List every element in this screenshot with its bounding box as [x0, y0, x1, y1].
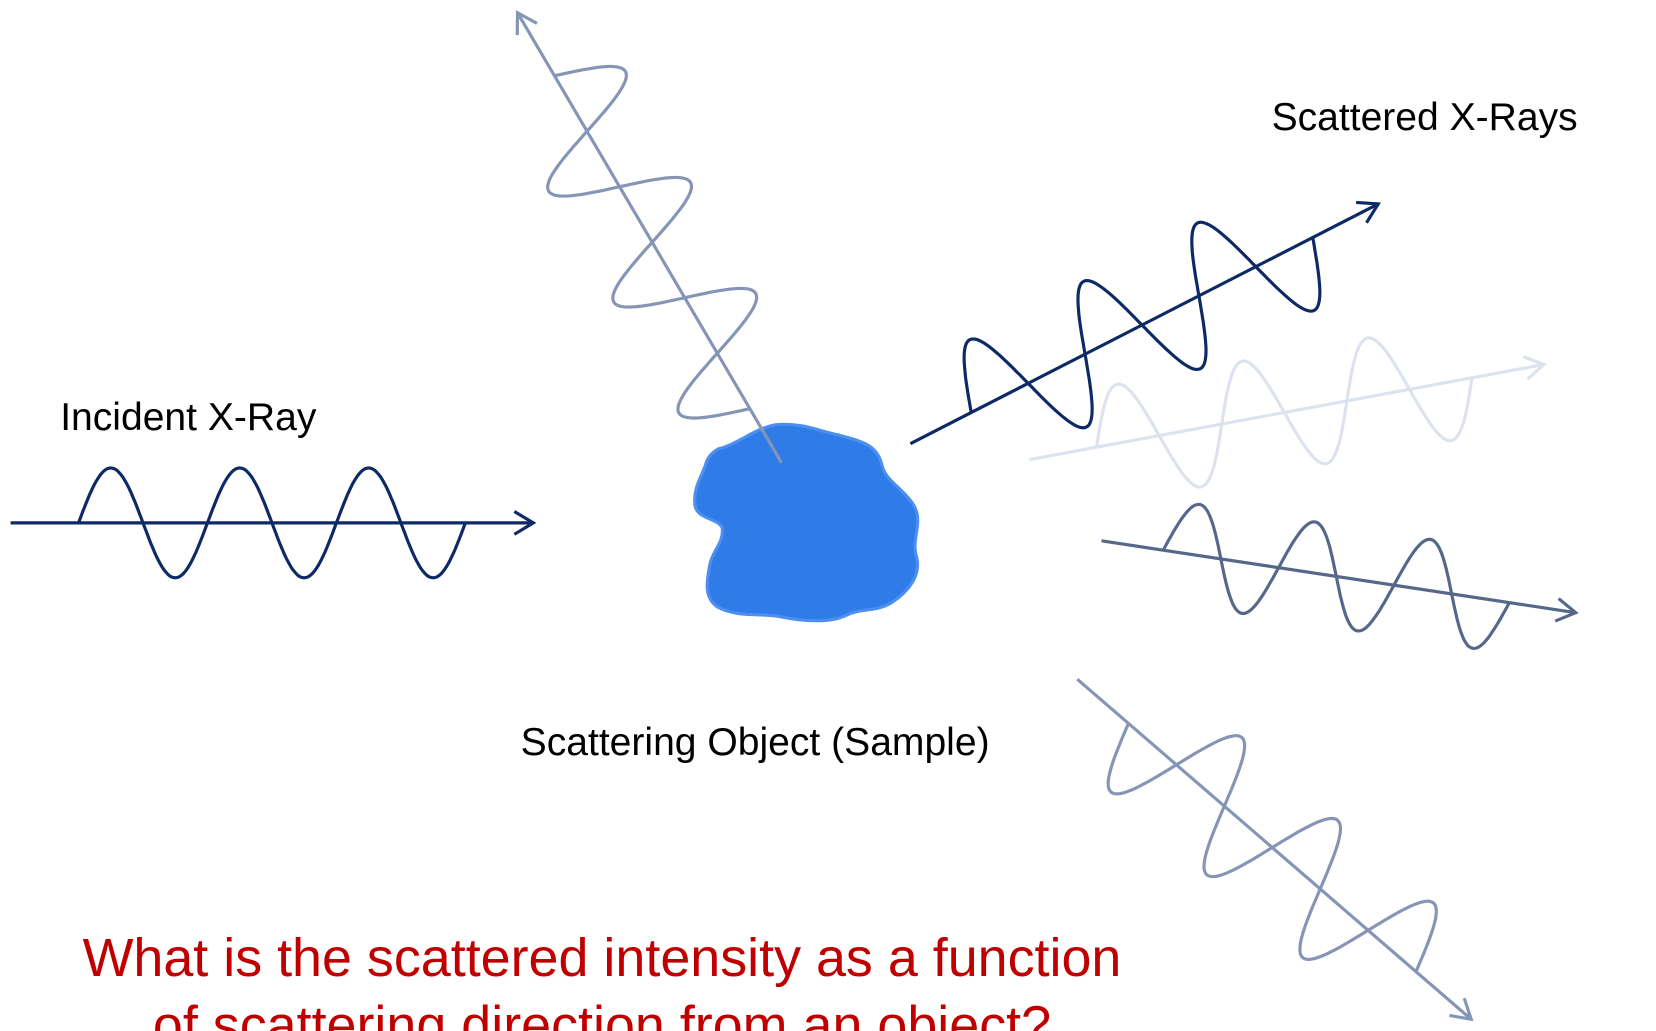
sample-label: Scattering Object (Sample)	[521, 721, 990, 764]
question-line: What is the scattered intensity as a fun…	[83, 928, 1122, 988]
question-line: of scattering direction from an object?	[153, 996, 1051, 1031]
ray-axis	[1102, 541, 1576, 613]
wave	[964, 222, 1320, 428]
scattering-diagram: Incident X-Ray Scattered X-Rays Scatteri…	[0, 0, 1656, 1031]
scattered-label: Scattered X-Rays	[1272, 96, 1578, 139]
sample-blob	[695, 424, 918, 620]
ray-axis	[1077, 679, 1471, 1019]
page: {"labels": {"incident": "Incident X-Ray"…	[0, 0, 1656, 1031]
incident-label: Incident X-Ray	[60, 396, 317, 439]
ray-axis	[518, 13, 782, 463]
wave	[1097, 338, 1472, 487]
wave	[1163, 504, 1509, 648]
wave	[1108, 723, 1436, 971]
